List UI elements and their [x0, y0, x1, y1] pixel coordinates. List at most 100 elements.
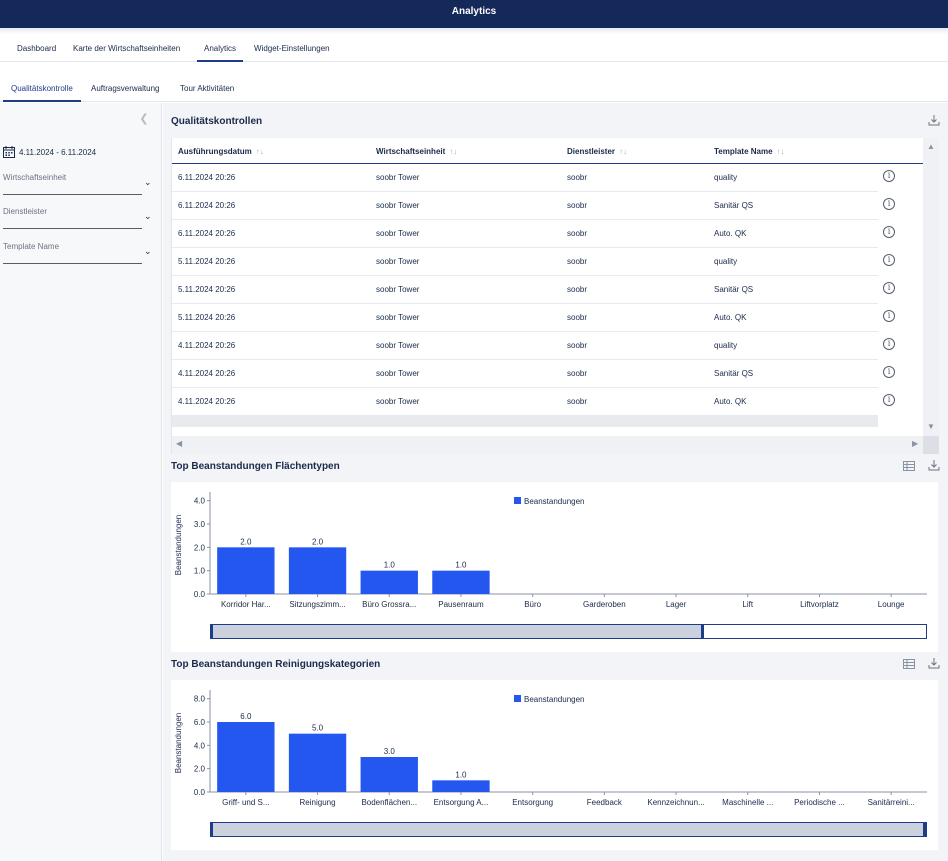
- table-row[interactable]: 6.11.2024 20:26 soobr Tower soobr Sanitär Q…: [172, 192, 895, 220]
- column-header-wirtschaftseinheit[interactable]: Wirtschaftseinheit ↑↓: [376, 147, 458, 156]
- info-icon[interactable]: i: [883, 170, 895, 182]
- bar: [217, 547, 275, 594]
- info-icon[interactable]: i: [883, 310, 895, 322]
- cell-template-name: Sanitär QS: [714, 285, 754, 294]
- cell-template-name: Sanitär QS: [714, 201, 754, 210]
- x-tick-label: Entsorgung A...: [434, 798, 489, 807]
- cell-dienstleister: soobr: [567, 257, 588, 266]
- table-row[interactable]: 4.11.2024 20:26 soobr Tower soobr Auto. QK i: [172, 388, 895, 416]
- chevron-down-icon: ⌄: [144, 246, 152, 256]
- tab-karte-wirtschaftseinheiten[interactable]: Karte der Wirtschaftseinheiten: [73, 44, 181, 53]
- x-tick-label: Maschinelle ...: [722, 798, 773, 807]
- tab-analytics[interactable]: Analytics: [197, 36, 244, 62]
- filter-template-name[interactable]: Template Name ⌄: [3, 242, 153, 264]
- bar: [432, 780, 490, 792]
- chart2-title: Top Beanstandungen Reinigungskategorien: [171, 659, 381, 670]
- vertical-scrollbar[interactable]: ▲ ▼: [923, 138, 939, 454]
- tab-widget-einstellungen[interactable]: Widget-Einstellungen: [254, 44, 330, 53]
- chart1-zoom-slider[interactable]: [210, 624, 927, 639]
- download-icon[interactable]: [928, 459, 940, 471]
- bar: [432, 570, 490, 594]
- cell-dienstleister: soobr: [567, 285, 588, 294]
- date-range-picker[interactable]: 4.11.2024 - 6.11.2024: [3, 145, 96, 159]
- chevron-left-icon[interactable]: ❮: [139, 113, 149, 125]
- cell-ausfuehrungsdatum: 5.11.2024 20:26: [178, 313, 236, 322]
- x-tick-label: Sitzungszimm...: [289, 600, 345, 609]
- row-footer-strip: [172, 416, 878, 427]
- chart1-panel: Beanstandungen 0.0 1.0 2.0 3.0 4.0 Beanstandun…: [171, 482, 938, 652]
- y-tick-label: 8.0: [194, 695, 206, 704]
- download-icon[interactable]: [928, 657, 940, 669]
- x-tick-label: Reinigung: [300, 798, 336, 807]
- scroll-right-icon[interactable]: ▶: [912, 439, 919, 448]
- info-icon[interactable]: i: [883, 198, 895, 210]
- table-row[interactable]: 6.11.2024 20:26 soobr Tower soobr Auto. QK i: [172, 220, 895, 248]
- info-icon[interactable]: i: [883, 282, 895, 294]
- column-header-dienstleister[interactable]: Dienstleister ↑↓: [567, 147, 628, 156]
- cell-wirtschaftseinheit: soobr Tower: [376, 397, 420, 406]
- info-icon[interactable]: i: [883, 254, 895, 266]
- scroll-up-icon[interactable]: ▲: [927, 142, 935, 151]
- y-tick-label: 0.0: [194, 590, 206, 599]
- cell-wirtschaftseinheit: soobr Tower: [376, 369, 420, 378]
- cell-dienstleister: soobr: [567, 369, 588, 378]
- chart1-zoom-handle[interactable]: [211, 625, 705, 638]
- table-row[interactable]: 4.11.2024 20:26 soobr Tower soobr quality i: [172, 332, 895, 360]
- cell-wirtschaftseinheit: soobr Tower: [376, 201, 420, 210]
- cell-template-name: Auto. QK: [714, 229, 747, 238]
- filter-label: Dienstleister: [3, 207, 48, 216]
- cell-template-name: quality: [714, 173, 738, 182]
- app-header: Analytics: [0, 0, 948, 28]
- data-label: 5.0: [312, 724, 324, 733]
- table-title: Qualitätskontrollen: [171, 116, 263, 127]
- bar: [217, 722, 275, 792]
- chart2-zoom-slider[interactable]: [210, 822, 927, 837]
- x-tick-label: Kennzeichnun...: [647, 798, 704, 807]
- data-label: 1.0: [455, 770, 467, 779]
- chart2-svg: Beanstandungen 0.0 2.0 4.0 6.0 8.0 Beanstandun…: [174, 690, 927, 807]
- info-icon[interactable]: i: [883, 366, 895, 378]
- tab-auftragsverwaltung[interactable]: Auftragsverwaltung: [91, 84, 160, 93]
- x-tick-label: Bodenflächen...: [361, 798, 417, 807]
- filter-wirtschaftseinheit[interactable]: Wirtschaftseinheit ⌄: [3, 173, 153, 195]
- column-header-template-name[interactable]: Template Name ↑↓: [714, 147, 785, 156]
- table-view-icon[interactable]: [903, 460, 915, 472]
- main-navigation: Dashboard Karte der Wirtschaftseinheiten…: [0, 36, 948, 62]
- download-icon[interactable]: [928, 114, 940, 126]
- cell-wirtschaftseinheit: soobr Tower: [376, 313, 420, 322]
- chevron-down-icon: ⌄: [144, 211, 152, 221]
- data-label: 1.0: [455, 561, 467, 570]
- table-row[interactable]: 4.11.2024 20:26 soobr Tower soobr Sanitär Q…: [172, 360, 895, 388]
- filter-label: Wirtschaftseinheit: [3, 173, 67, 182]
- y-tick-label: 3.0: [194, 520, 206, 529]
- table-row[interactable]: 5.11.2024 20:26 soobr Tower soobr quality i: [172, 248, 895, 276]
- x-tick-label: Liftvorplatz: [800, 600, 839, 609]
- table-row[interactable]: 5.11.2024 20:26 soobr Tower soobr Sanitär Q…: [172, 276, 895, 304]
- x-tick-label: Lounge: [878, 600, 905, 609]
- table-row[interactable]: 5.11.2024 20:26 soobr Tower soobr Auto. QK i: [172, 304, 895, 332]
- cell-wirtschaftseinheit: soobr Tower: [376, 257, 420, 266]
- tab-qualitaetskontrolle[interactable]: Qualitätskontrolle: [3, 76, 81, 102]
- data-label: 6.0: [240, 712, 252, 721]
- scroll-left-icon[interactable]: ◀: [176, 439, 183, 448]
- horizontal-scrollbar[interactable]: ◀ ▶: [172, 416, 923, 454]
- filter-dienstleister[interactable]: Dienstleister ⌄: [3, 207, 153, 229]
- info-icon[interactable]: i: [883, 226, 895, 238]
- bar: [288, 733, 347, 792]
- info-icon[interactable]: i: [883, 394, 895, 406]
- tab-dashboard[interactable]: Dashboard: [17, 44, 57, 53]
- cell-dienstleister: soobr: [567, 341, 588, 350]
- scroll-down-icon[interactable]: ▼: [927, 422, 935, 431]
- chart2-zoom-handle[interactable]: [211, 823, 926, 836]
- column-header-ausfuehrungsdatum[interactable]: Ausführungsdatum ↑↓: [178, 147, 264, 156]
- table-row[interactable]: 6.11.2024 20:26 soobr Tower soobr quality i: [172, 164, 895, 192]
- cell-dienstleister: soobr: [567, 229, 588, 238]
- table-view-icon[interactable]: [903, 658, 915, 670]
- app-title: Analytics: [451, 6, 497, 17]
- cell-template-name: Auto. QK: [714, 397, 747, 406]
- tab-tour-aktivitaeten[interactable]: Tour Aktivitäten: [180, 84, 235, 93]
- filter-underline: [3, 194, 142, 195]
- info-icon[interactable]: i: [883, 338, 895, 350]
- y-axis-label: Beanstandungen: [174, 515, 183, 576]
- cell-wirtschaftseinheit: soobr Tower: [376, 173, 420, 182]
